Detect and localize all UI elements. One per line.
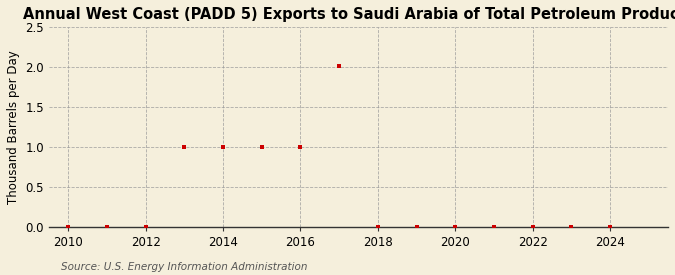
Point: [63, 225, 74, 229]
Y-axis label: Thousand Barrels per Day: Thousand Barrels per Day: [7, 50, 20, 204]
Point: [295, 145, 306, 149]
Point: [566, 225, 576, 229]
Point: [605, 225, 616, 229]
Point: [373, 225, 383, 229]
Point: [102, 225, 113, 229]
Point: [140, 225, 151, 229]
Point: [450, 225, 460, 229]
Point: [179, 145, 190, 149]
Point: [527, 225, 538, 229]
Title: Annual West Coast (PADD 5) Exports to Saudi Arabia of Total Petroleum Products: Annual West Coast (PADD 5) Exports to Sa…: [23, 7, 675, 22]
Point: [411, 225, 422, 229]
Point: [489, 225, 500, 229]
Point: [256, 145, 267, 149]
Point: [333, 64, 344, 68]
Point: [218, 145, 229, 149]
Text: Source: U.S. Energy Information Administration: Source: U.S. Energy Information Administ…: [61, 262, 307, 272]
